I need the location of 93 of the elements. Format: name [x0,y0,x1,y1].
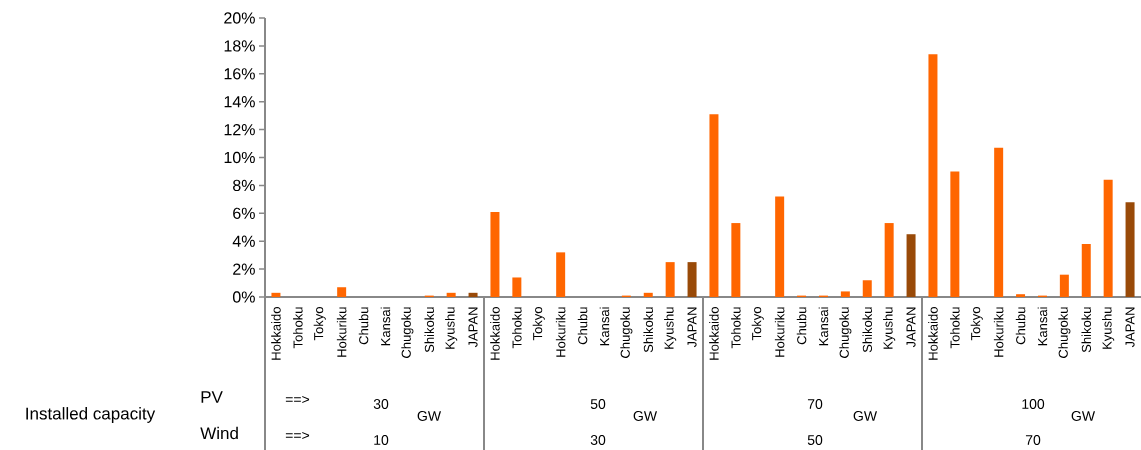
x-tick-label: Hokkaido [709,307,719,360]
x-tick-label: JAPAN [687,307,697,348]
x-tick-label: Kyushu [1102,307,1115,349]
x-tick-label: Shikoku [424,307,435,353]
text: Wind [200,426,238,440]
x-tick-label: Tokyo [313,307,326,341]
x-tick-label: Tokyo [532,307,545,341]
text: Installed capacity [26,407,156,423]
text: 30 [590,435,606,445]
x-tick-label: Chugoku [401,307,414,358]
text: 100 [1022,399,1045,409]
x-tick-label: Hokkaido [928,307,938,360]
text: 50 [590,399,606,409]
text: GW [1071,411,1096,421]
y-tick-label: 4% [232,235,255,247]
bar [994,147,1004,297]
y-tick-label: 2% [233,263,255,275]
x-tick-label: Chugoku [839,307,852,358]
x-tick-label: Chubu [1015,307,1026,345]
x-tick-label: Shikoku [862,307,873,353]
x-tick-label: Chubu [358,307,369,345]
y-tick-label: 20% [224,12,255,24]
bar [490,211,500,297]
x-tick-label: JAPAN [1125,307,1135,348]
x-tick-label: Kansai [818,307,829,346]
bar [709,114,719,297]
text: PV [201,391,223,403]
bar [1081,243,1091,297]
bar [862,280,872,297]
text: GW [633,411,658,421]
x-tick-label: Chugoku [1058,307,1071,358]
y-tick-label: 18% [224,40,255,52]
y-tick-label: 10% [224,151,255,164]
x-tick-label: JAPAN [468,307,478,348]
x-tick-label: Tokyo [970,307,983,341]
y-tick-label: 16% [224,68,255,80]
y-tick-label: 8% [233,179,255,192]
bar [643,292,653,297]
bar [840,291,850,297]
bar [512,277,522,297]
text: 70 [1025,435,1041,445]
bar [1016,294,1026,297]
x-tick-label: Chubu [796,307,807,345]
x-tick-label: Hokuriku [774,307,785,357]
text: 30 [373,399,389,409]
bar [884,223,894,297]
text: GW [853,411,878,421]
x-tick-label: Kansai [380,307,391,346]
bar [446,292,456,297]
x-tick-label: Tohoku [950,307,960,349]
x-tick-label: Kyushu [664,307,677,349]
text: 10 [374,435,389,445]
bar [1125,202,1135,297]
bar [556,252,566,297]
text: 50 [807,435,823,445]
y-tick-label: 12% [224,123,255,136]
x-tick-label: Hokuriku [993,307,1004,357]
bar [950,171,960,297]
x-tick-label: JAPAN [906,307,916,348]
bar [1059,274,1069,297]
bar [906,234,916,297]
text: ==> [285,431,310,440]
x-tick-label: Chugoku [620,307,633,358]
y-tick-label: 14% [224,96,255,108]
x-tick-label: Kansai [1037,307,1048,346]
x-tick-label: Hokuriku [336,307,347,357]
bar [687,262,697,297]
x-tick-label: Hokkaido [271,307,281,360]
bar [337,287,347,297]
bar [928,54,938,297]
text: ==> [285,395,310,404]
x-tick-label: Tohoku [512,307,522,349]
x-tick-label: Hokuriku [555,307,566,357]
x-tick-label: Kansai [599,307,610,346]
y-tick-label: 6% [233,207,255,219]
text: 70 [807,399,823,409]
x-tick-label: Kyushu [445,307,458,349]
x-tick-label: Tohoku [731,307,741,349]
x-tick-label: Kyushu [883,307,896,349]
y-tick-label: 0% [232,291,255,303]
bar [665,262,675,297]
bar [468,292,478,297]
x-tick-label: Tokyo [751,307,764,341]
x-tick-label: Chubu [577,307,588,345]
bar [1103,179,1113,297]
text: GW [417,411,442,421]
bar [731,223,741,297]
x-tick-label: Shikoku [643,307,654,353]
bar [775,196,785,297]
x-tick-label: Shikoku [1081,307,1092,353]
bar [271,292,281,297]
x-tick-label: Tohoku [293,307,303,349]
x-tick-label: Hokkaido [490,307,500,360]
